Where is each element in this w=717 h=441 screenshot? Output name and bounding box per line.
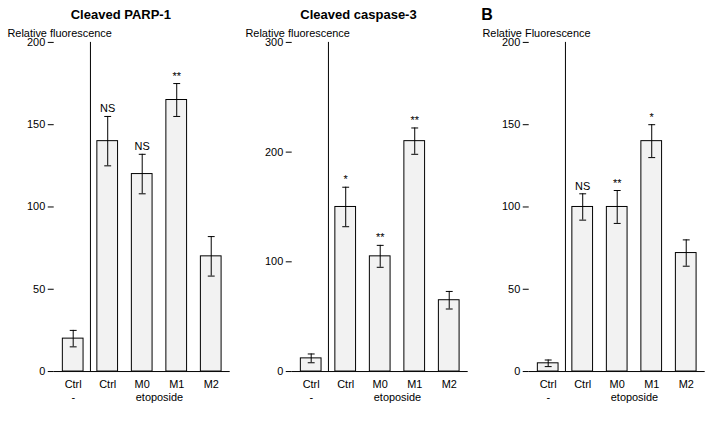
svg-text:M2: M2 bbox=[679, 378, 694, 390]
svg-text:**: ** bbox=[613, 177, 622, 189]
svg-text:M1: M1 bbox=[169, 378, 184, 390]
svg-text:**: ** bbox=[410, 114, 419, 126]
svg-text:Ctrl: Ctrl bbox=[575, 378, 592, 390]
svg-text:etoposide: etoposide bbox=[611, 391, 658, 403]
svg-text:-: - bbox=[547, 391, 551, 403]
svg-text:Ctrl: Ctrl bbox=[302, 378, 319, 390]
svg-text:M1: M1 bbox=[407, 378, 422, 390]
svg-text:*: * bbox=[343, 173, 348, 185]
svg-text:etoposide: etoposide bbox=[136, 391, 183, 403]
svg-text:Ctrl: Ctrl bbox=[540, 378, 557, 390]
svg-text:NS: NS bbox=[575, 180, 590, 192]
svg-text:M0: M0 bbox=[372, 378, 387, 390]
svg-text:-: - bbox=[309, 391, 313, 403]
svg-text:200: 200 bbox=[27, 35, 46, 48]
svg-text:200: 200 bbox=[502, 35, 521, 48]
svg-text:M2: M2 bbox=[441, 378, 456, 390]
html-text:Cleaved PARP-1: Cleaved PARP-1 bbox=[70, 7, 171, 22]
svg-text:0: 0 bbox=[515, 365, 521, 377]
svg-text:**: ** bbox=[376, 231, 385, 243]
svg-text:Ctrl: Ctrl bbox=[99, 378, 116, 390]
svg-text:200: 200 bbox=[265, 146, 283, 158]
svg-text:etoposide: etoposide bbox=[373, 391, 420, 403]
svg-text:100: 100 bbox=[502, 200, 520, 212]
svg-text:M0: M0 bbox=[610, 378, 625, 390]
svg-text:Relative fluorescence: Relative fluorescence bbox=[7, 27, 111, 39]
svg-text:Relative fluorescence: Relative fluorescence bbox=[245, 27, 349, 39]
svg-text:150: 150 bbox=[27, 118, 45, 130]
svg-text:100: 100 bbox=[265, 255, 283, 267]
svg-text:300: 300 bbox=[264, 35, 283, 48]
svg-text:**: ** bbox=[172, 70, 181, 82]
svg-text:NS: NS bbox=[100, 102, 115, 114]
html-text:Cleaved caspase-3: Cleaved caspase-3 bbox=[300, 7, 417, 22]
svg-text:M0: M0 bbox=[135, 378, 150, 390]
svg-text:M1: M1 bbox=[644, 378, 659, 390]
svg-text:Ctrl: Ctrl bbox=[65, 378, 82, 390]
svg-text:M2: M2 bbox=[204, 378, 219, 390]
svg-text:100: 100 bbox=[27, 200, 45, 212]
html-text:B: B bbox=[481, 6, 493, 23]
svg-text:NS: NS bbox=[135, 140, 150, 152]
svg-text:0: 0 bbox=[277, 365, 283, 377]
svg-text:Relative Fluorescence: Relative Fluorescence bbox=[483, 27, 591, 39]
svg-text:Ctrl: Ctrl bbox=[337, 378, 354, 390]
svg-text:0: 0 bbox=[39, 365, 45, 377]
svg-text:50: 50 bbox=[33, 283, 45, 295]
svg-text:*: * bbox=[650, 111, 655, 123]
svg-text:150: 150 bbox=[502, 118, 520, 130]
svg-text:50: 50 bbox=[508, 283, 520, 295]
svg-text:-: - bbox=[71, 391, 75, 403]
